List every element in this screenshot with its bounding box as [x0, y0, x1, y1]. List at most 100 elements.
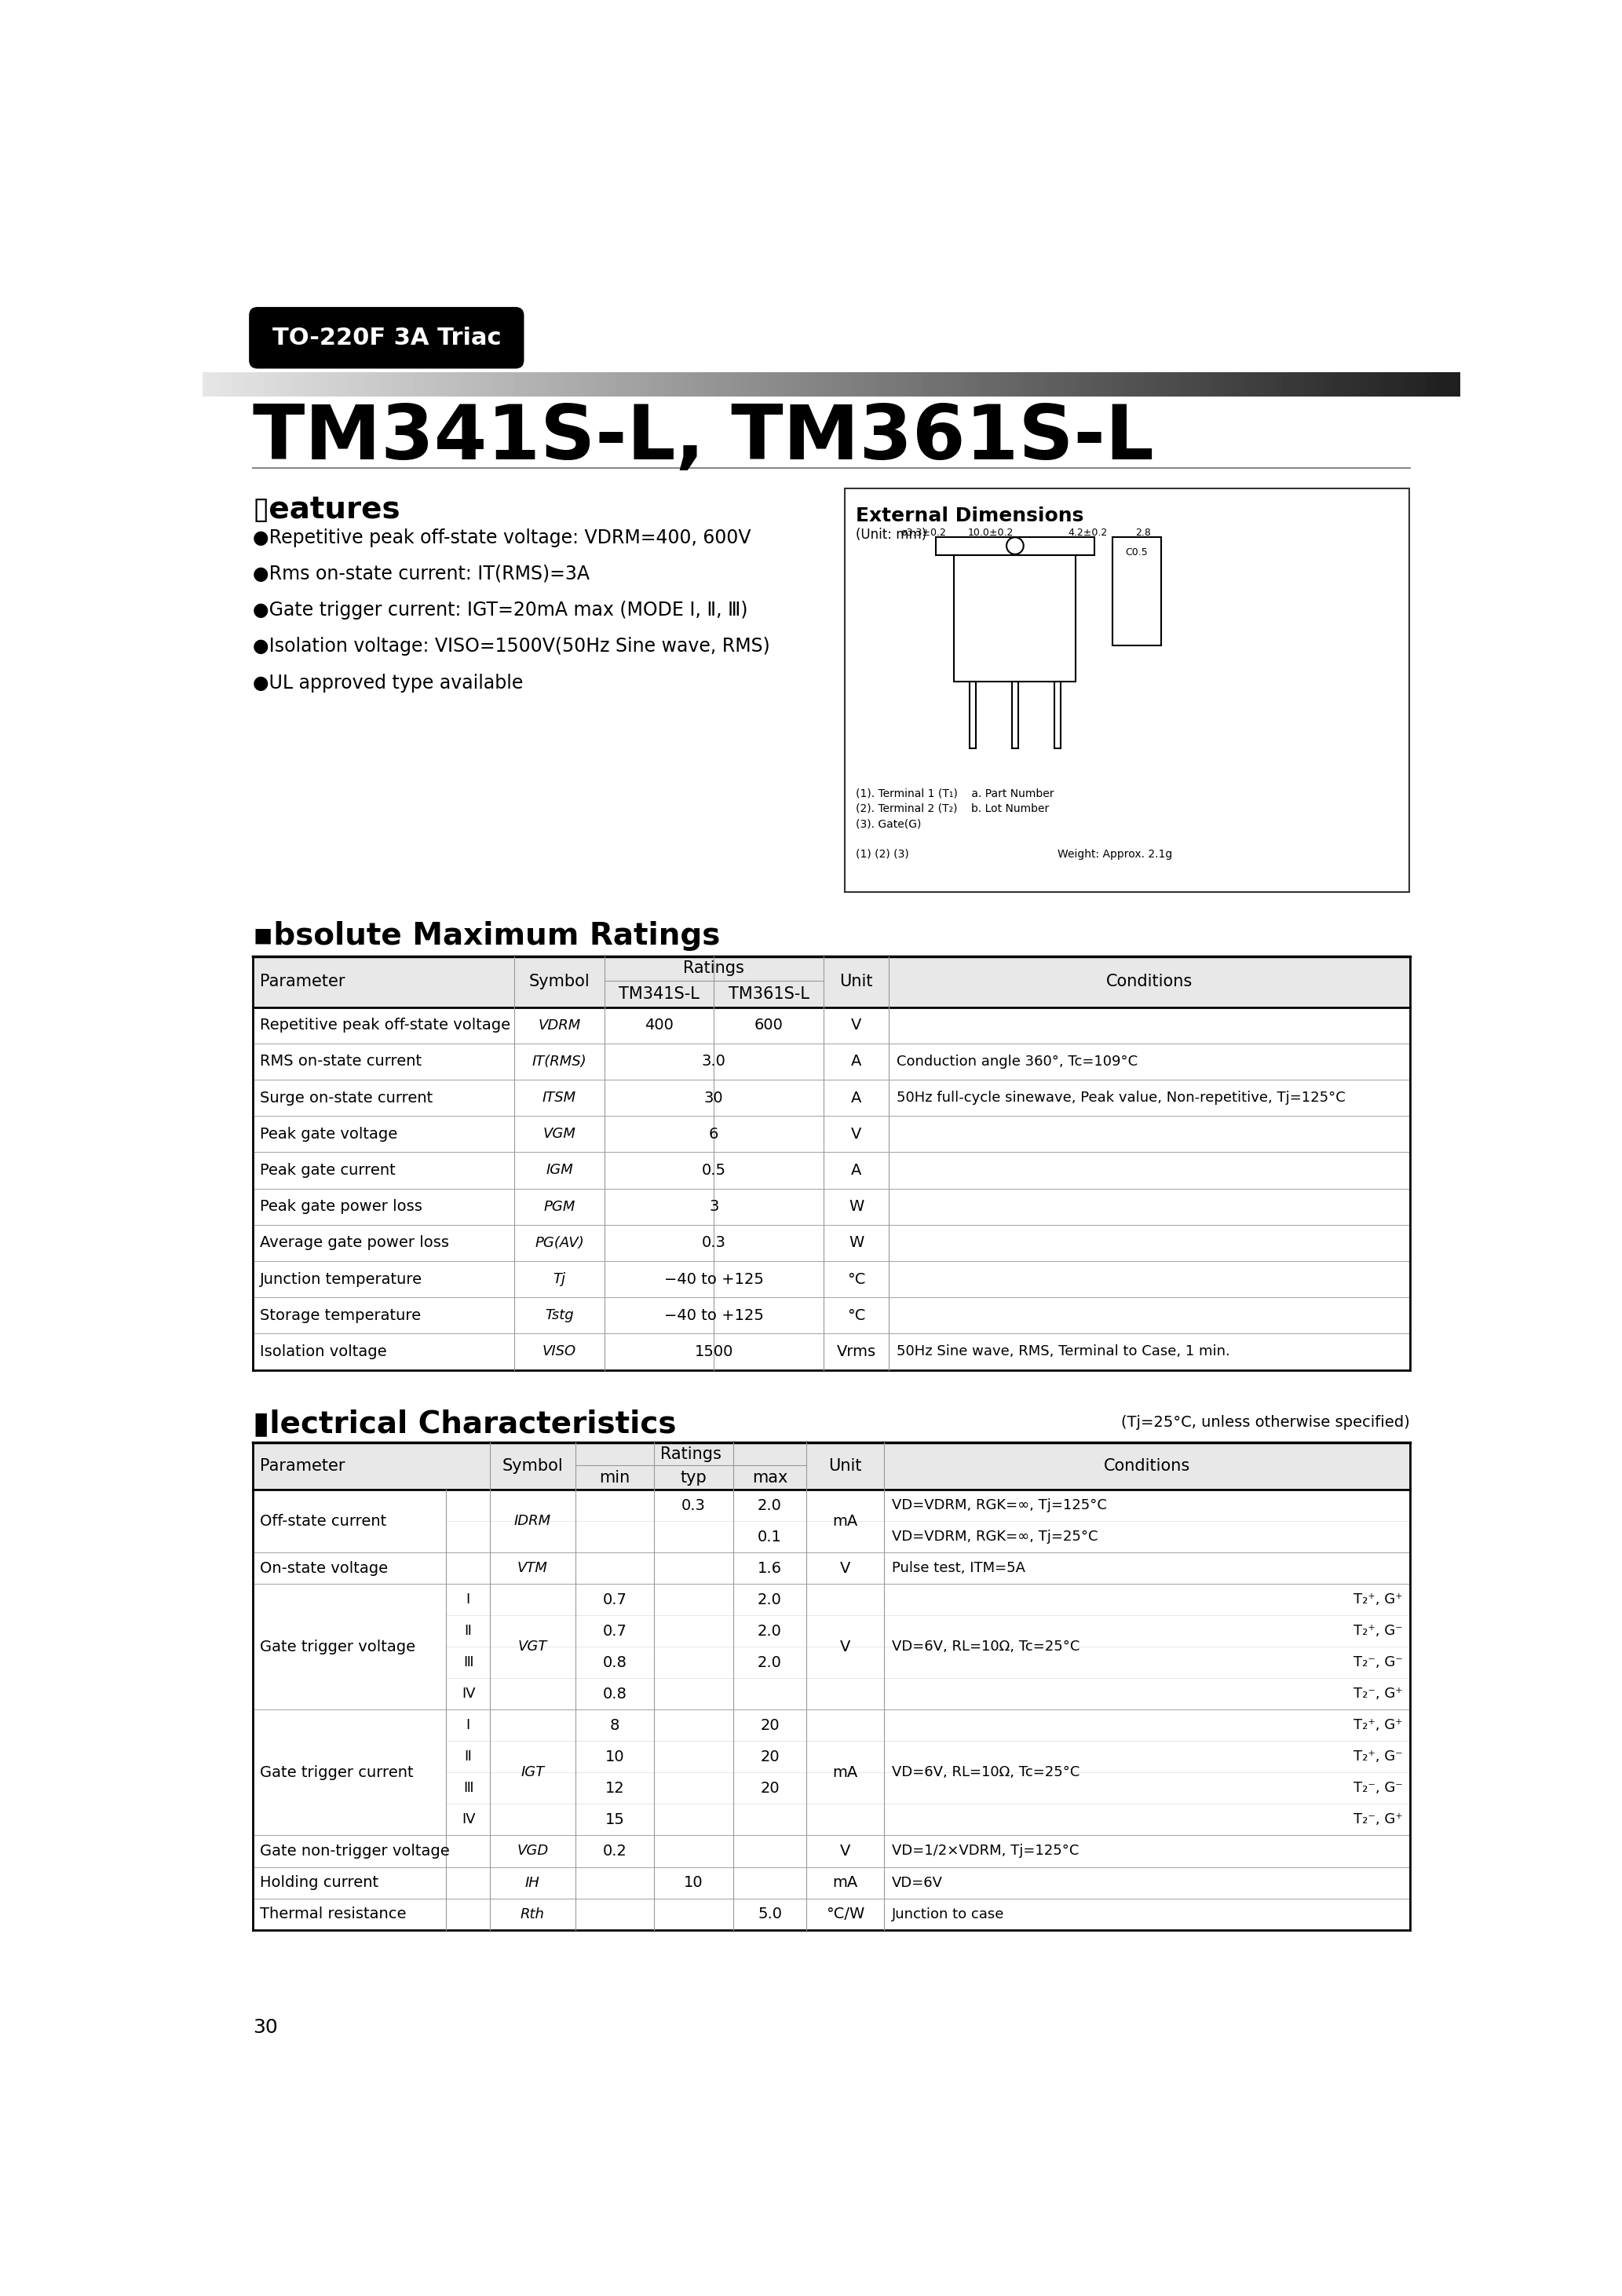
Text: ●Repetitive peak off-state voltage: VDRM=400, 600V: ●Repetitive peak off-state voltage: VDRM… [253, 528, 751, 546]
Bar [954, 556, 1075, 682]
Text: V: V [840, 1561, 850, 1575]
Text: Surge on-state current: Surge on-state current [260, 1091, 433, 1104]
Text: Parameter: Parameter [260, 974, 345, 990]
Text: Storage temperature: Storage temperature [260, 1309, 422, 1322]
Text: Unit: Unit [840, 974, 873, 990]
Text: VDRM: VDRM [539, 1017, 581, 1033]
Text: Gate non-trigger voltage: Gate non-trigger voltage [260, 1844, 449, 1860]
Text: (3). Gate(G): (3). Gate(G) [856, 817, 921, 829]
Text: Symbol: Symbol [501, 1458, 563, 1474]
Circle shape [1007, 537, 1023, 553]
Text: VD=1/2×VDRM, Tj=125°C: VD=1/2×VDRM, Tj=125°C [892, 1844, 1079, 1857]
Text: T₂⁻, G⁻: T₂⁻, G⁻ [1353, 1655, 1403, 1669]
Text: 0.8: 0.8 [602, 1688, 626, 1701]
Text: Off-state current: Off-state current [260, 1513, 386, 1529]
Text: 20: 20 [761, 1782, 780, 1795]
Text: ø3.3±0.2: ø3.3±0.2 [902, 528, 947, 537]
Text: TM341S-L: TM341S-L [618, 985, 699, 1001]
Text: Thermal resistance: Thermal resistance [260, 1906, 407, 1922]
Text: Conditions: Conditions [1105, 1458, 1191, 1474]
Text: TM341S-L, TM361S-L: TM341S-L, TM361S-L [253, 402, 1153, 475]
Text: Ⅳ: Ⅳ [462, 1812, 475, 1828]
Text: Repetitive peak off-state voltage: Repetitive peak off-state voltage [260, 1017, 511, 1033]
Text: T₂⁺, G⁺: T₂⁺, G⁺ [1353, 1717, 1403, 1733]
Text: 0.5: 0.5 [702, 1162, 727, 1178]
Text: 10: 10 [605, 1750, 624, 1763]
Text: ▮lectrical Characteristics: ▮lectrical Characteristics [253, 1410, 676, 1440]
Text: VTM: VTM [517, 1561, 548, 1575]
Text: Conditions: Conditions [1106, 974, 1192, 990]
Text: IGT: IGT [521, 1766, 545, 1779]
Text: Ⅱ: Ⅱ [464, 1623, 472, 1637]
Text: Tstg: Tstg [545, 1309, 574, 1322]
Text: TO-220F 3A Triac: TO-220F 3A Triac [272, 326, 501, 349]
Text: 5.0: 5.0 [757, 1906, 782, 1922]
Text: (Unit: mm): (Unit: mm) [856, 528, 926, 542]
Bar [253, 957, 1410, 1008]
Text: V: V [840, 1639, 850, 1653]
Text: 50Hz Sine wave, RMS, Terminal to Case, 1 min.: 50Hz Sine wave, RMS, Terminal to Case, 1… [897, 1345, 1229, 1359]
Text: VGM: VGM [543, 1127, 576, 1141]
Text: T₂⁻, G⁺: T₂⁻, G⁺ [1353, 1688, 1403, 1701]
Text: 20: 20 [761, 1717, 780, 1733]
Text: 0.3: 0.3 [702, 1235, 727, 1251]
Text: 1500: 1500 [694, 1343, 733, 1359]
Text: PG(AV): PG(AV) [535, 1235, 584, 1249]
Text: ITSM: ITSM [542, 1091, 576, 1104]
Text: (2). Terminal 2 (T₂)    b. Lot Number: (2). Terminal 2 (T₂) b. Lot Number [856, 804, 1049, 815]
Text: IDRM: IDRM [514, 1513, 551, 1529]
Text: 12: 12 [605, 1782, 624, 1795]
Text: PGM: PGM [543, 1199, 576, 1215]
Text: mA: mA [832, 1513, 858, 1529]
Text: max: max [753, 1469, 788, 1486]
Text: 600: 600 [754, 1017, 783, 1033]
Text: Gate trigger voltage: Gate trigger voltage [260, 1639, 415, 1653]
Text: Ⅱ: Ⅱ [464, 1750, 472, 1763]
Text: 3.0: 3.0 [702, 1054, 727, 1070]
FancyBboxPatch shape [250, 308, 524, 370]
Text: Vrms: Vrms [837, 1343, 876, 1359]
Text: 20: 20 [761, 1750, 780, 1763]
Text: 6: 6 [709, 1127, 719, 1141]
Text: Tj: Tj [553, 1272, 566, 1286]
Text: T₂⁺, G⁻: T₂⁺, G⁻ [1353, 1623, 1403, 1637]
Text: 0.3: 0.3 [681, 1497, 706, 1513]
Text: (1). Terminal 1 (T₁)    a. Part Number: (1). Terminal 1 (T₁) a. Part Number [856, 788, 1054, 799]
Text: VISO: VISO [542, 1345, 576, 1359]
Text: A: A [852, 1054, 861, 1070]
Text: Isolation voltage: Isolation voltage [260, 1343, 386, 1359]
Text: min: min [599, 1469, 629, 1486]
Bar [1012, 682, 1019, 748]
Text: Ratings: Ratings [660, 1446, 722, 1463]
Text: W: W [848, 1199, 865, 1215]
Text: C0.5: C0.5 [1126, 546, 1148, 558]
Text: 400: 400 [644, 1017, 673, 1033]
Text: TM361S-L: TM361S-L [728, 985, 809, 1001]
Text: T₂⁻, G⁺: T₂⁻, G⁺ [1353, 1812, 1403, 1828]
Text: IGM: IGM [545, 1164, 573, 1178]
Text: V: V [852, 1017, 861, 1033]
Text: 50Hz full-cycle sinewave, Peak value, Non-repetitive, Tj=125°C: 50Hz full-cycle sinewave, Peak value, No… [897, 1091, 1345, 1104]
Text: IT(RMS): IT(RMS) [532, 1054, 587, 1068]
Text: Weight: Approx. 2.1g: Weight: Approx. 2.1g [1058, 850, 1173, 859]
Text: Peak gate voltage: Peak gate voltage [260, 1127, 397, 1141]
Text: Peak gate power loss: Peak gate power loss [260, 1199, 422, 1215]
Text: VGT: VGT [517, 1639, 547, 1653]
Text: A: A [852, 1091, 861, 1104]
Text: 10: 10 [684, 1876, 704, 1890]
Text: ▪bsolute Maximum Ratings: ▪bsolute Maximum Ratings [253, 921, 720, 951]
Text: Ⅲ: Ⅲ [464, 1655, 474, 1669]
Text: Average gate power loss: Average gate power loss [260, 1235, 449, 1251]
Text: On-state voltage: On-state voltage [260, 1561, 388, 1575]
Text: Symbol: Symbol [529, 974, 590, 990]
Text: Junction temperature: Junction temperature [260, 1272, 423, 1286]
Text: 0.8: 0.8 [602, 1655, 626, 1669]
Text: ●Rms on-state current: IT(RMS)=3A: ●Rms on-state current: IT(RMS)=3A [253, 565, 589, 583]
Text: °C/W: °C/W [826, 1906, 865, 1922]
Text: 0.7: 0.7 [602, 1591, 626, 1607]
Text: VD=VDRM, RGK=∞, Tj=125°C: VD=VDRM, RGK=∞, Tj=125°C [892, 1499, 1106, 1513]
Text: 2.0: 2.0 [757, 1497, 782, 1513]
Text: −40 to +125: −40 to +125 [663, 1272, 764, 1286]
Text: 30: 30 [253, 2018, 277, 2037]
Text: Conduction angle 360°, Tc=109°C: Conduction angle 360°, Tc=109°C [897, 1054, 1137, 1068]
